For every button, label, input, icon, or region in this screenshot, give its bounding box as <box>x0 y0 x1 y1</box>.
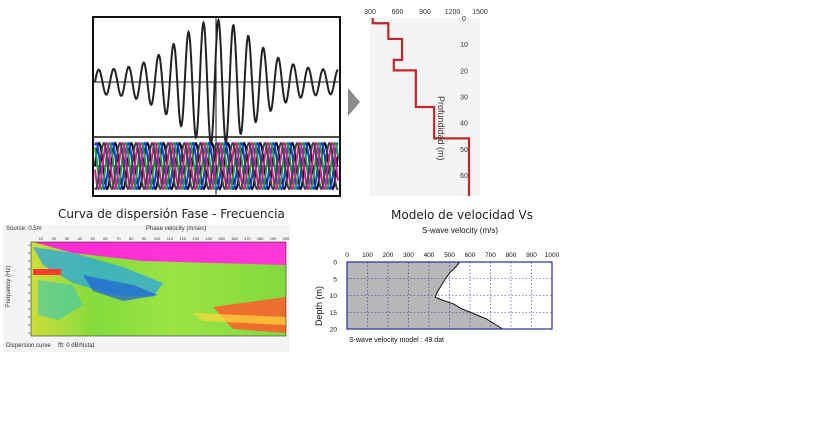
swave-chart-y-label: Depth (m) <box>314 285 324 326</box>
swave-chart-title: S-wave velocity (m/s) <box>422 226 499 235</box>
top-profile-x-tick: 300 <box>364 9 376 16</box>
swave-x-tick: 300 <box>403 252 414 259</box>
swave-x-tick: 1000 <box>545 252 560 259</box>
swave-y-tick: 0 <box>333 260 337 267</box>
dispersion-footer-left: Dispersion curve <box>6 343 51 349</box>
dispersion-cyan-zone <box>38 280 83 320</box>
wave-trace-2 <box>94 141 339 191</box>
swave-chart-footer: S-wave velocity model : 49.dat <box>349 337 444 344</box>
dispersion-x-tick: 10 <box>39 236 44 241</box>
dispersion-deep-blue-zone <box>83 275 158 301</box>
dispersion-high-energy-band <box>33 242 286 265</box>
swave-x-tick: 0 <box>345 252 349 259</box>
dispersion-x-tick: 50 <box>90 236 95 241</box>
top-profile: 300 600 900 1200 1500 0 10 20 30 40 50 60 Profundi… <box>362 4 492 196</box>
top-profile-y-tick: 0 <box>462 16 466 23</box>
dispersion-x-tick: 200 <box>283 236 290 241</box>
dispersion-x-tick: 190 <box>270 236 277 241</box>
wave-trace-3 <box>94 141 339 191</box>
dispersion-x-title: Phase velocity (m/sec) <box>146 226 207 232</box>
top-profile-x-tick: 1500 <box>472 9 488 16</box>
swave-chart: S-wave velocity (m/s) 0 100 200 300 400 500 60… <box>302 222 564 350</box>
dispersion-x-tick: 80 <box>129 236 134 241</box>
velocity-model-caption: Modelo de velocidad Vs <box>391 208 533 222</box>
wave-panel-svg <box>92 16 341 197</box>
dispersion-frame <box>30 241 287 337</box>
swave-x-tick: 600 <box>465 252 476 259</box>
dispersion-x-tick: 120 <box>179 236 186 241</box>
dispersion-red-marker <box>33 269 61 275</box>
swave-chart-frame <box>346 261 553 330</box>
swave-x-tick: 700 <box>485 252 496 259</box>
dispersion-plot-svg: 10 20 30 40 50 60 70 80 90 100 110 120 130 140 150 160 1… <box>28 236 290 337</box>
swave-y-tick: 5 <box>333 276 337 283</box>
top-profile-y-tick: 40 <box>460 121 468 128</box>
swave-y-tick: 15 <box>330 310 338 317</box>
dispersion-x-tick: 130 <box>192 236 199 241</box>
top-profile-y-tick: 20 <box>460 68 468 75</box>
top-profile-x-tick: 900 <box>419 9 431 16</box>
dispersion-source-label: Source: 0.5m <box>6 226 42 232</box>
dispersion-image: Source: 0.5m Phase velocity (m/sec) 10 20… <box>3 225 290 352</box>
dispersion-y-title: Frequency (Hz) <box>6 265 12 307</box>
dispersion-x-tick: 30 <box>65 236 70 241</box>
top-profile-x-tick: 1200 <box>445 9 461 16</box>
dispersion-x-tick: 100 <box>154 236 161 241</box>
top-profile-y-tick: 60 <box>460 173 468 180</box>
swave-y-tick: 20 <box>330 327 338 334</box>
dispersion-x-tick: 160 <box>231 236 238 241</box>
dispersion-x-tick: 150 <box>218 236 225 241</box>
dispersion-x-tick: 40 <box>77 236 82 241</box>
top-profile-svg: 300 600 900 1200 1500 0 10 20 30 40 50 60 <box>364 9 488 196</box>
wave-packet-trace <box>94 17 339 147</box>
swave-x-tick: 800 <box>506 252 517 259</box>
dispersion-x-tick: 60 <box>103 236 108 241</box>
dispersion-yellow-streak <box>193 313 286 325</box>
wave-trace-4 <box>94 141 339 191</box>
arrow-icon <box>346 88 362 121</box>
dispersion-x-tick: 20 <box>52 236 57 241</box>
swave-velocity-line <box>434 261 504 330</box>
dispersion-x-tick: 70 <box>116 236 121 241</box>
dispersion-x-tick: 170 <box>244 236 251 241</box>
dispersion-caption: Curva de dispersión Fase - Frecuencia <box>58 207 285 221</box>
dispersion-x-tick: 110 <box>167 236 174 241</box>
swave-x-tick: 200 <box>383 252 394 259</box>
swave-x-tick: 500 <box>444 252 455 259</box>
swave-chart-svg: 0 100 200 300 400 500 600 700 800 900 1000 0 5 10 15 2… <box>330 252 560 334</box>
dispersion-x-tick: 90 <box>142 236 147 241</box>
dispersion-footer-right: fft: 0 dB/Nstat <box>58 343 95 349</box>
swave-x-tick: 100 <box>362 252 373 259</box>
dispersion-x-tick: 180 <box>257 236 264 241</box>
top-profile-y-tick: 10 <box>460 42 468 49</box>
top-profile-x-tick: 600 <box>392 9 404 16</box>
swave-x-tick: 400 <box>424 252 435 259</box>
top-profile-velocity-line <box>371 18 471 196</box>
top-profile-y-tick: 50 <box>460 147 468 154</box>
wave-multicolor-traces <box>94 141 339 191</box>
wave-panel <box>92 16 341 197</box>
swave-y-tick: 10 <box>330 293 338 300</box>
top-profile-y-tick: 30 <box>460 95 468 102</box>
dispersion-x-tick: 140 <box>205 236 212 241</box>
swave-x-tick: 900 <box>526 252 537 259</box>
